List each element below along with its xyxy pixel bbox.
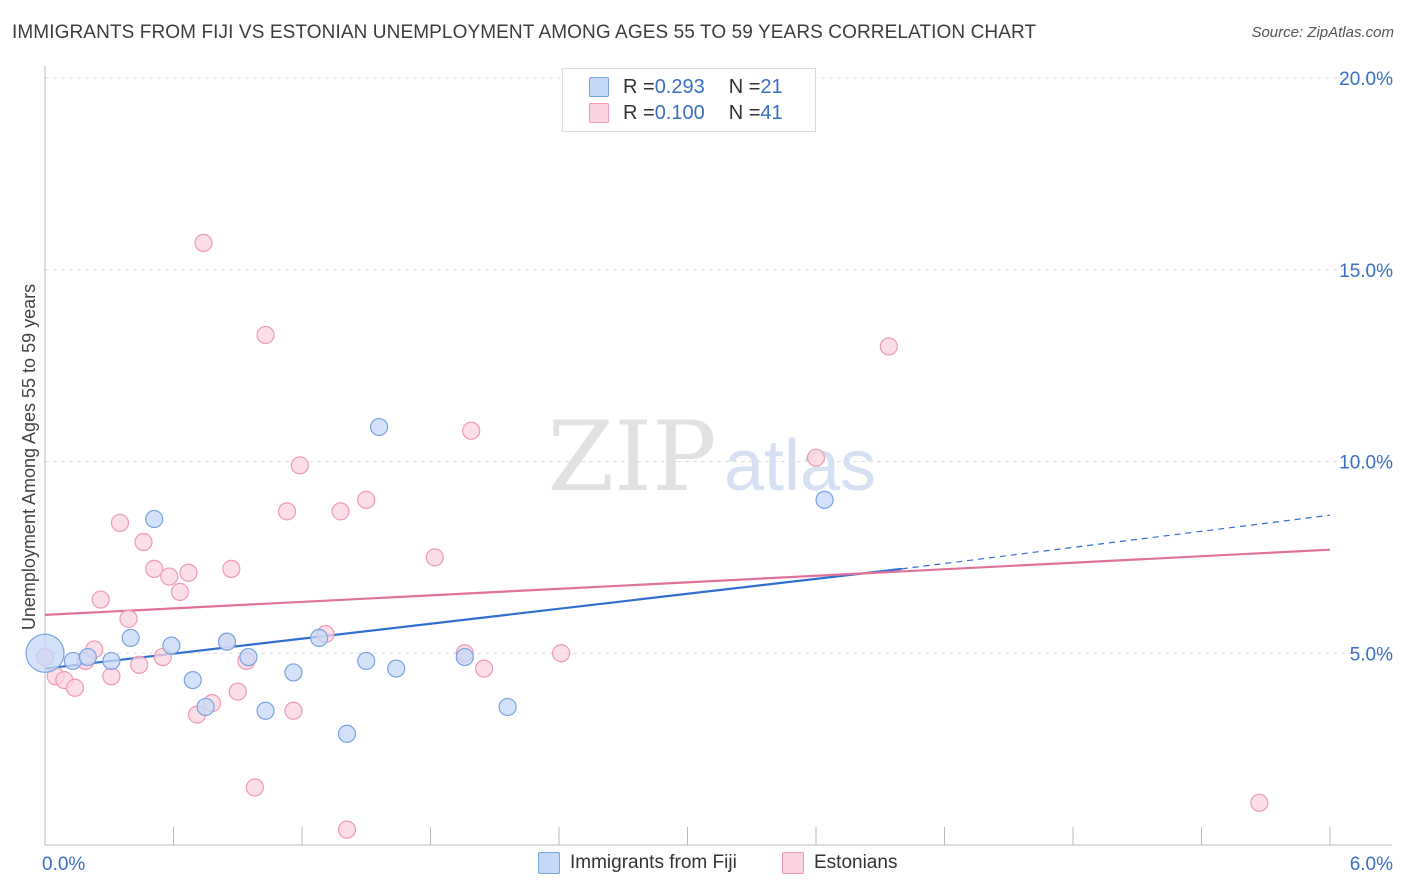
fiji-point [102,651,121,671]
estonians-point [222,559,241,578]
estonians-point [228,682,247,701]
fiji-point [256,701,275,720]
legend-row-estonians: R = 0.100 N = 41 [589,101,783,125]
fiji-n-value: 21 [760,75,783,98]
estonians-point [552,644,571,663]
estonians-point [277,502,297,521]
estonians-point [91,590,110,609]
y-axis-label: Unemployment Among Ages 55 to 59 years [19,284,39,630]
estonians-r-label: R = [623,101,655,124]
fiji-point [162,636,181,655]
estonians-point [130,655,149,674]
y-tick-label: 20.0% [1339,69,1393,90]
watermark-atlas: atlas [724,426,876,506]
estonians-point [357,490,376,509]
estonians-point [134,532,153,552]
fiji-point [63,651,82,671]
estonians-point [119,609,138,628]
estonians-swatch [589,103,609,123]
fiji-point [25,633,65,673]
estonians-trendline [44,548,1331,616]
legend-row-fiji: R = 0.293 N = 21 [589,75,783,99]
fiji-point [370,417,389,437]
y-tick-label: 5.0% [1350,644,1393,665]
fiji-point [145,509,164,529]
fiji-point [284,663,303,682]
estonians-point [245,778,264,797]
estonians-point [284,701,303,720]
estonians-point [256,325,275,345]
bottom-legend-estonians: Estonians [782,852,897,874]
estonians-point [806,448,826,467]
estonians-n-value: 41 [760,101,783,124]
bottom-estonians-swatch [782,852,804,874]
x-tick-label: 0.0% [42,854,85,875]
estonians-point [331,502,350,521]
estonians-point [65,678,85,697]
fiji-trendline-extension [901,514,1331,570]
chart-title: IMMIGRANTS FROM FIJI VS ESTONIAN UNEMPLO… [12,22,1037,43]
trendlines [44,514,1331,670]
fiji-point [196,697,215,717]
estonians-n-label: N = [728,101,761,124]
fiji-n-label: N = [728,75,761,98]
fiji-point [498,697,517,717]
data-points [25,233,1269,839]
estonians-point [879,337,898,356]
fiji-r-label: R = [623,75,655,98]
fiji-r-value: 0.293 [654,75,705,98]
source-label: Source: ZipAtlas.com [1251,24,1394,41]
estonians-point [102,667,121,686]
fiji-point [121,628,140,648]
fiji-swatch [589,77,609,97]
x-tick-label: 6.0% [1350,854,1393,875]
estonians-r-value: 0.100 [654,101,705,124]
watermark: ZIP atlas [547,401,876,513]
estonians-point [194,233,213,253]
bottom-fiji-label: Immigrants from Fiji [570,852,737,873]
watermark-zip: ZIP [547,401,716,513]
fiji-point [357,651,376,671]
estonians-point [337,820,357,839]
y-tick-label: 15.0% [1339,261,1393,282]
tick-labels: 5.0% 10.0% 15.0% 20.0% 0.0% 6.0% [42,69,1393,875]
fiji-point [78,647,97,667]
y-tick-label: 10.0% [1339,453,1393,474]
estonians-point [474,659,494,678]
fiji-point [217,632,237,651]
fiji-point [815,490,834,509]
gridlines [45,77,1392,654]
fiji-trendline [44,567,902,670]
fiji-point [239,647,258,667]
estonians-point [179,563,198,582]
fiji-point [183,670,202,690]
bottom-legend-fiji: Immigrants from Fiji [538,852,737,874]
correlation-legend: R = 0.293 N = 21 R = 0.100 N = 41 [562,68,816,132]
estonians-point [160,567,179,586]
estonians-point [145,559,164,578]
estonians-point [1250,793,1269,812]
fiji-point [310,628,329,648]
bottom-fiji-swatch [538,852,560,874]
estonians-point [110,513,130,532]
fiji-point [337,724,357,743]
estonians-point [462,421,481,440]
fiji-point [455,647,474,667]
bottom-estonians-label: Estonians [814,852,898,873]
fiji-point [387,659,406,678]
estonians-point [425,548,444,567]
estonians-point [290,456,309,475]
estonians-point [170,582,190,601]
axes [44,66,1392,846]
